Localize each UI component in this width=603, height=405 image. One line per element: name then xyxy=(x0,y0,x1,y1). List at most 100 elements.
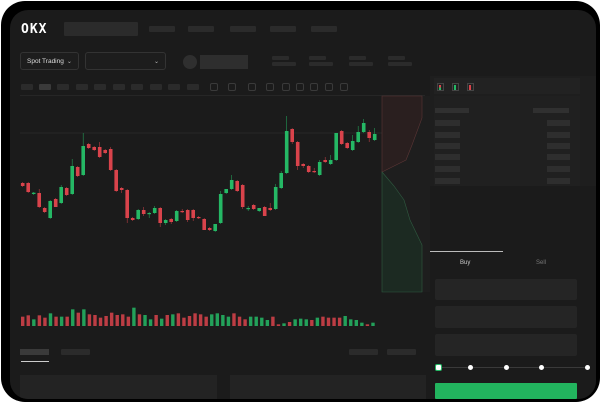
ask-amount xyxy=(547,166,570,172)
candle-body xyxy=(130,218,135,220)
candle-body xyxy=(323,160,327,162)
timeframe-button[interactable] xyxy=(76,84,88,90)
amount-input[interactable] xyxy=(435,306,577,328)
nav-item-5[interactable] xyxy=(311,26,337,32)
volume-bar xyxy=(126,316,131,326)
chart-tool-icon[interactable] xyxy=(325,83,333,91)
order-book-toolbar xyxy=(434,78,580,94)
filter-button[interactable] xyxy=(387,349,416,355)
trade-panel: Buy Sell xyxy=(430,186,596,399)
tab-open-orders[interactable] xyxy=(20,349,49,355)
volume-bar xyxy=(248,316,253,326)
timeframe-button[interactable] xyxy=(39,84,51,90)
ask-price xyxy=(435,178,460,184)
book-bids-icon[interactable] xyxy=(452,83,459,91)
candle-body xyxy=(97,147,102,157)
chart-tool-icon[interactable] xyxy=(296,83,304,91)
slider-mark-50[interactable] xyxy=(504,365,509,370)
candle-body xyxy=(361,123,366,132)
candle-body xyxy=(213,224,217,231)
candle-body xyxy=(273,187,278,209)
candle-body xyxy=(224,189,228,193)
volume-bar xyxy=(332,317,336,326)
candle-body xyxy=(356,132,360,142)
filter-button[interactable] xyxy=(349,349,378,355)
chart-tool-icon[interactable] xyxy=(210,83,218,91)
active-tab-indicator xyxy=(430,251,503,252)
timeframe-button[interactable] xyxy=(131,84,143,90)
orders-card xyxy=(230,375,426,399)
nav-item-3[interactable] xyxy=(230,26,256,32)
nav-item-4[interactable] xyxy=(270,26,296,32)
candle-body xyxy=(202,219,206,230)
chart-tool-icon[interactable] xyxy=(340,83,348,91)
candle-body xyxy=(141,210,146,214)
chart-tool-icon[interactable] xyxy=(310,83,318,91)
book-both-icon[interactable] xyxy=(437,83,444,91)
slider-mark-75[interactable] xyxy=(539,365,544,370)
candle-body xyxy=(169,219,173,222)
volume-bar xyxy=(82,309,86,326)
volume-bar xyxy=(349,319,353,326)
candle-body xyxy=(108,149,113,170)
stat-value xyxy=(309,62,333,66)
candle-body xyxy=(317,162,322,175)
timeframe-button[interactable] xyxy=(21,84,33,90)
volume-bar xyxy=(371,322,375,326)
timeframe-button[interactable] xyxy=(150,84,162,90)
search-bar-placeholder[interactable] xyxy=(64,22,138,36)
volume-bar xyxy=(282,323,286,326)
volume-bar xyxy=(176,313,181,326)
volume-bar xyxy=(143,315,147,326)
candle-body xyxy=(191,210,195,218)
volume-bar xyxy=(65,316,69,326)
stat-label xyxy=(309,56,326,60)
amount-slider-track[interactable] xyxy=(439,367,589,368)
timeframe-button[interactable] xyxy=(57,84,69,90)
volume-bar xyxy=(265,320,270,326)
volume-bar xyxy=(104,316,108,326)
candlestick-chart[interactable] xyxy=(10,10,596,399)
timeframe-button[interactable] xyxy=(187,84,199,90)
candle-body xyxy=(180,211,184,213)
volume-bar xyxy=(293,319,297,326)
volume-bar xyxy=(232,313,236,326)
tab-buy[interactable]: Buy xyxy=(460,260,471,266)
pair-dropdown[interactable]: ⌄ xyxy=(85,52,166,70)
timeframe-button[interactable] xyxy=(113,84,125,90)
tab-order-history[interactable] xyxy=(61,349,90,355)
chart-tool-icon[interactable] xyxy=(282,83,290,91)
volume-bar xyxy=(254,316,258,326)
volume-bar xyxy=(148,319,153,326)
ask-price xyxy=(435,166,460,172)
okx-logo[interactable]: OKX xyxy=(21,22,48,37)
buy-button[interactable] xyxy=(435,383,577,399)
chart-tool-icon[interactable] xyxy=(248,83,256,91)
candle-body xyxy=(163,220,168,223)
timeframe-button[interactable] xyxy=(168,84,180,90)
price-placeholder xyxy=(200,55,248,69)
tab-sell[interactable]: Sell xyxy=(536,260,547,266)
slider-handle[interactable] xyxy=(435,364,442,371)
market-type-dropdown[interactable]: Spot Trading ⌄ xyxy=(20,52,79,70)
active-tab-indicator xyxy=(21,361,49,362)
chart-tool-icon[interactable] xyxy=(266,83,274,91)
timeframe-button[interactable] xyxy=(94,84,106,90)
nav-item-1[interactable] xyxy=(149,26,175,32)
chart-tool-icon[interactable] xyxy=(228,83,236,91)
candle-body xyxy=(257,208,261,211)
slider-mark-25[interactable] xyxy=(468,365,473,370)
volume-bar xyxy=(304,319,308,326)
candle-body xyxy=(125,190,129,218)
nav-item-2[interactable] xyxy=(188,26,214,32)
volume-bar xyxy=(32,319,36,326)
candle-body xyxy=(295,142,300,166)
slider-mark-100[interactable] xyxy=(585,365,590,370)
price-input[interactable] xyxy=(435,279,577,300)
volume-bar xyxy=(310,320,314,326)
candle-body xyxy=(75,167,80,176)
volume-bar xyxy=(98,317,103,326)
book-asks-icon[interactable] xyxy=(467,83,474,91)
total-input[interactable] xyxy=(435,334,577,356)
